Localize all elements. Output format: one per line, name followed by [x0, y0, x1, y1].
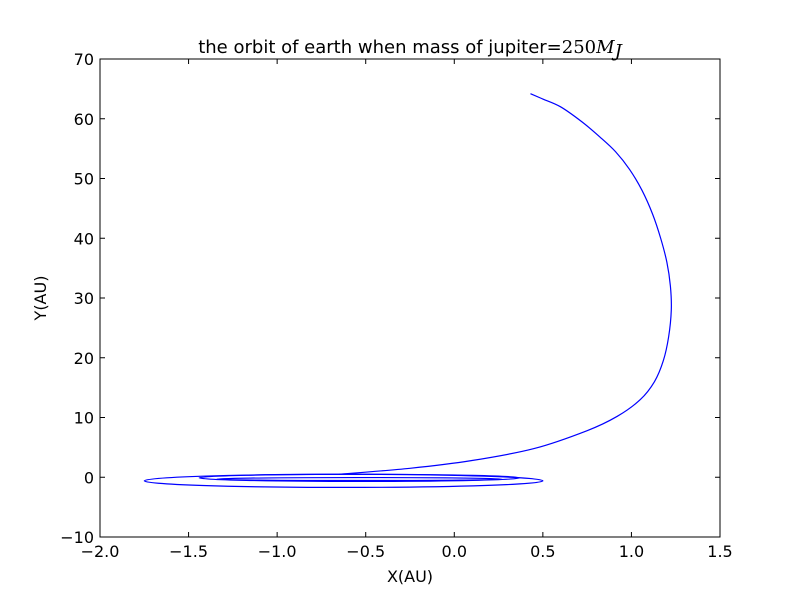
- y-tick-label: 50: [74, 170, 94, 189]
- chart-title-number: 250: [562, 37, 596, 58]
- x-tick-label: −1.5: [169, 542, 208, 561]
- x-tick-label: −2.0: [81, 542, 120, 561]
- plot-area: [143, 93, 672, 489]
- x-tick-label: 1.0: [619, 542, 644, 561]
- axes: −2.0 −1.5 −1.0 −0.5 0.0 0.5 1.0 1.5 −10 0 10 20 30 40…: [60, 50, 732, 561]
- chart-title: the orbit of earth when mass of jupiter=…: [198, 37, 623, 62]
- y-tick-label: 40: [74, 229, 94, 248]
- x-tick-label: 0.5: [530, 542, 555, 561]
- chart-title-text: the orbit of earth when mass of jupiter=: [198, 37, 562, 58]
- y-tick-label: 30: [74, 289, 94, 308]
- x-tick-label: 0.0: [442, 542, 467, 561]
- orbit-loop-3: [216, 476, 503, 482]
- y-axis-label: Y(AU): [31, 276, 50, 322]
- chart-title-symbol: M: [595, 37, 615, 58]
- y-tick-label: 10: [74, 409, 94, 428]
- y-tick-label: 70: [74, 50, 94, 69]
- y-tick-label: 60: [74, 110, 94, 129]
- y-tick-label: −10: [60, 528, 94, 547]
- x-tick-label: 1.5: [707, 542, 732, 561]
- trajectory-line-1: [339, 93, 672, 475]
- x-tick-label: −1.0: [258, 542, 297, 561]
- y-tick-label: 20: [74, 349, 94, 368]
- orbit-loop-2: [198, 473, 521, 483]
- x-axis-label: X(AU): [387, 567, 433, 586]
- chart-title-subscript: J: [611, 41, 624, 62]
- y-tick-label: 0: [84, 468, 94, 487]
- x-tick-label: −0.5: [346, 542, 385, 561]
